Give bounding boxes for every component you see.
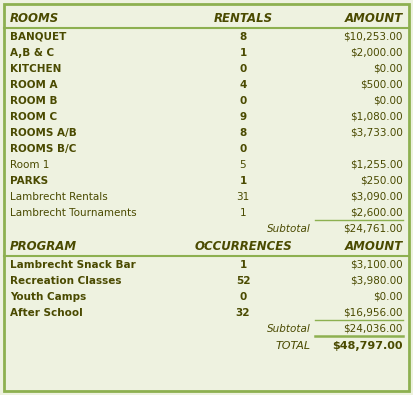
Text: 5: 5	[240, 160, 246, 170]
Text: Lambrecht Snack Bar: Lambrecht Snack Bar	[10, 260, 136, 270]
Text: Lambrecht Tournaments: Lambrecht Tournaments	[10, 208, 137, 218]
Text: $24,036.00: $24,036.00	[344, 324, 403, 334]
Text: 0: 0	[240, 144, 247, 154]
Text: OCCURRENCES: OCCURRENCES	[194, 241, 292, 254]
Text: $0.00: $0.00	[373, 64, 403, 74]
Text: $0.00: $0.00	[373, 96, 403, 106]
Text: $3,733.00: $3,733.00	[350, 128, 403, 138]
Text: Recreation Classes: Recreation Classes	[10, 276, 121, 286]
Text: 8: 8	[240, 32, 247, 42]
Text: ROOM A: ROOM A	[10, 80, 57, 90]
Text: 1: 1	[240, 208, 246, 218]
Text: 1: 1	[240, 48, 247, 58]
Text: ROOM C: ROOM C	[10, 112, 57, 122]
Text: AMOUNT: AMOUNT	[345, 241, 403, 254]
Text: 1: 1	[240, 176, 247, 186]
Text: $0.00: $0.00	[373, 292, 403, 302]
Text: $2,600.00: $2,600.00	[350, 208, 403, 218]
Text: Subtotal: Subtotal	[267, 224, 311, 234]
Text: $48,797.00: $48,797.00	[332, 340, 403, 351]
Text: $24,761.00: $24,761.00	[344, 224, 403, 234]
Text: TOTAL: TOTAL	[276, 340, 311, 351]
Text: Room 1: Room 1	[10, 160, 50, 170]
Text: 32: 32	[236, 308, 250, 318]
Text: ROOMS: ROOMS	[10, 13, 59, 26]
Text: BANQUET: BANQUET	[10, 32, 66, 42]
Text: After School: After School	[10, 308, 83, 318]
Text: 0: 0	[240, 96, 247, 106]
Text: 4: 4	[239, 80, 247, 90]
Text: ROOMS B/C: ROOMS B/C	[10, 144, 76, 154]
Text: 8: 8	[240, 128, 247, 138]
Text: ROOMS A/B: ROOMS A/B	[10, 128, 77, 138]
Text: 9: 9	[240, 112, 247, 122]
Text: $3,090.00: $3,090.00	[350, 192, 403, 202]
Text: RENTALS: RENTALS	[214, 13, 273, 26]
Text: $500.00: $500.00	[361, 80, 403, 90]
Text: ROOM B: ROOM B	[10, 96, 57, 106]
Text: Subtotal: Subtotal	[267, 324, 311, 334]
Text: Youth Camps: Youth Camps	[10, 292, 86, 302]
Text: 52: 52	[236, 276, 250, 286]
Text: $3,100.00: $3,100.00	[350, 260, 403, 270]
Text: A,B & C: A,B & C	[10, 48, 54, 58]
Text: $3,980.00: $3,980.00	[350, 276, 403, 286]
Text: 0: 0	[240, 64, 247, 74]
Text: $1,080.00: $1,080.00	[350, 112, 403, 122]
Text: PARKS: PARKS	[10, 176, 48, 186]
Text: $2,000.00: $2,000.00	[351, 48, 403, 58]
Text: PROGRAM: PROGRAM	[10, 241, 77, 254]
Text: $10,253.00: $10,253.00	[344, 32, 403, 42]
Text: 0: 0	[240, 292, 247, 302]
Text: 1: 1	[240, 260, 247, 270]
Text: KITCHEN: KITCHEN	[10, 64, 62, 74]
Text: $16,956.00: $16,956.00	[344, 308, 403, 318]
Text: AMOUNT: AMOUNT	[345, 13, 403, 26]
Text: $1,255.00: $1,255.00	[350, 160, 403, 170]
Text: $250.00: $250.00	[360, 176, 403, 186]
Text: Lambrecht Rentals: Lambrecht Rentals	[10, 192, 108, 202]
Text: 31: 31	[236, 192, 249, 202]
